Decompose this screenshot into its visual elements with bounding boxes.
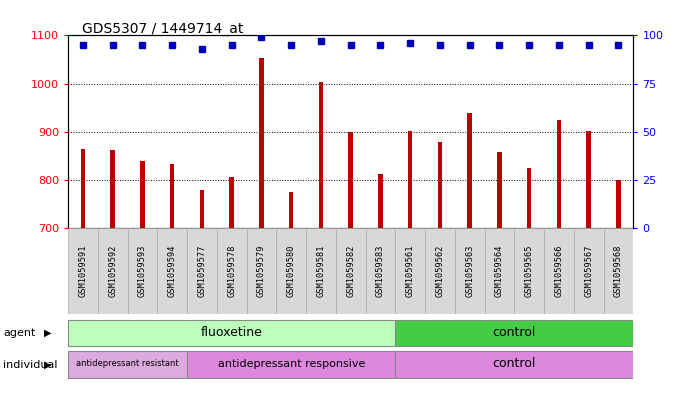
FancyBboxPatch shape (68, 351, 187, 378)
Bar (81, 149, 85, 228)
FancyBboxPatch shape (603, 228, 633, 314)
Bar (557, 120, 561, 228)
Text: individual: individual (3, 360, 58, 369)
Bar (289, 192, 294, 228)
FancyBboxPatch shape (306, 228, 336, 314)
Bar (349, 132, 353, 228)
Text: GSM1059561: GSM1059561 (406, 245, 415, 298)
Text: GSM1059591: GSM1059591 (78, 245, 87, 298)
Bar (200, 190, 204, 228)
FancyBboxPatch shape (98, 228, 127, 314)
FancyBboxPatch shape (366, 228, 396, 314)
Text: GSM1059565: GSM1059565 (524, 245, 534, 298)
Text: GSM1059583: GSM1059583 (376, 245, 385, 298)
FancyBboxPatch shape (396, 320, 633, 346)
FancyBboxPatch shape (544, 228, 574, 314)
FancyBboxPatch shape (396, 351, 633, 378)
Text: GSM1059593: GSM1059593 (138, 245, 147, 298)
Bar (110, 150, 115, 228)
Text: ▶: ▶ (44, 328, 52, 338)
Text: GSM1059582: GSM1059582 (346, 245, 355, 298)
Text: GSM1059592: GSM1059592 (108, 245, 117, 298)
Bar (140, 160, 144, 228)
FancyBboxPatch shape (68, 228, 98, 314)
FancyBboxPatch shape (157, 228, 187, 314)
FancyBboxPatch shape (247, 228, 276, 314)
Text: control: control (492, 357, 536, 371)
FancyBboxPatch shape (425, 228, 455, 314)
Bar (616, 180, 620, 228)
FancyBboxPatch shape (127, 228, 157, 314)
Bar (378, 174, 383, 228)
Text: GDS5307 / 1449714_at: GDS5307 / 1449714_at (82, 22, 243, 36)
FancyBboxPatch shape (514, 228, 544, 314)
FancyBboxPatch shape (574, 228, 603, 314)
FancyBboxPatch shape (187, 351, 396, 378)
Text: fluoxetine: fluoxetine (201, 326, 263, 339)
Text: GSM1059578: GSM1059578 (227, 245, 236, 298)
Text: GSM1059579: GSM1059579 (257, 245, 266, 298)
Bar (319, 82, 323, 228)
Text: GSM1059564: GSM1059564 (495, 245, 504, 298)
Bar (408, 131, 413, 228)
FancyBboxPatch shape (396, 228, 425, 314)
Bar (586, 131, 591, 228)
Bar (170, 164, 174, 228)
Text: GSM1059580: GSM1059580 (287, 245, 296, 298)
FancyBboxPatch shape (276, 228, 306, 314)
Text: GSM1059581: GSM1059581 (317, 245, 326, 298)
FancyBboxPatch shape (455, 228, 485, 314)
Text: GSM1059566: GSM1059566 (554, 245, 563, 298)
Bar (438, 142, 442, 228)
FancyBboxPatch shape (187, 228, 217, 314)
Bar (467, 113, 472, 228)
Bar (259, 59, 264, 228)
Text: antidepressant resistant: antidepressant resistant (76, 360, 179, 368)
Text: GSM1059594: GSM1059594 (168, 245, 177, 298)
Text: GSM1059577: GSM1059577 (197, 245, 206, 298)
Bar (229, 177, 234, 228)
Text: GSM1059567: GSM1059567 (584, 245, 593, 298)
FancyBboxPatch shape (217, 228, 247, 314)
FancyBboxPatch shape (336, 228, 366, 314)
Text: GSM1059568: GSM1059568 (614, 245, 623, 298)
FancyBboxPatch shape (68, 320, 396, 346)
Text: antidepressant responsive: antidepressant responsive (217, 359, 365, 369)
FancyBboxPatch shape (485, 228, 514, 314)
Text: GSM1059562: GSM1059562 (435, 245, 445, 298)
Text: GSM1059563: GSM1059563 (465, 245, 474, 298)
Bar (527, 168, 531, 228)
Text: control: control (492, 326, 536, 339)
Bar (497, 152, 502, 228)
Text: ▶: ▶ (44, 360, 52, 369)
Text: agent: agent (3, 328, 36, 338)
